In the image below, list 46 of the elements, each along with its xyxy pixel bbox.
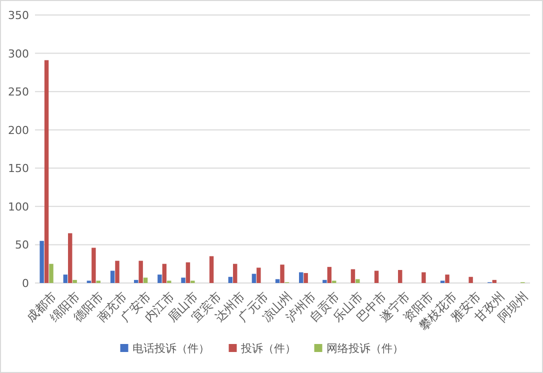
y-tick-label: 300 bbox=[8, 47, 29, 60]
bar bbox=[138, 260, 143, 283]
bar bbox=[256, 268, 261, 283]
bar bbox=[228, 276, 232, 283]
bar bbox=[158, 274, 162, 283]
bar bbox=[356, 279, 360, 283]
bar bbox=[68, 233, 72, 283]
bar bbox=[374, 270, 379, 283]
bar bbox=[275, 279, 280, 283]
bar bbox=[322, 280, 327, 283]
bar bbox=[327, 266, 332, 283]
bar bbox=[186, 262, 190, 283]
bar bbox=[299, 272, 304, 283]
bar bbox=[162, 264, 166, 283]
y-tick-label: 50 bbox=[15, 238, 29, 252]
bar bbox=[209, 256, 214, 283]
bar bbox=[445, 274, 450, 283]
bar bbox=[304, 273, 308, 283]
bar bbox=[40, 240, 44, 283]
bar bbox=[134, 280, 138, 283]
bar bbox=[115, 260, 120, 283]
bar bbox=[350, 269, 356, 283]
bar bbox=[468, 276, 473, 283]
bar bbox=[181, 278, 186, 283]
y-tick-label: 200 bbox=[8, 124, 29, 137]
bar bbox=[398, 270, 402, 283]
bar bbox=[280, 264, 284, 283]
bar bbox=[233, 264, 238, 283]
legend-label: 投诉（件） bbox=[240, 342, 296, 355]
bar bbox=[72, 280, 77, 283]
bar bbox=[49, 264, 54, 283]
y-tick-label: 0 bbox=[22, 277, 29, 290]
bar bbox=[252, 274, 256, 283]
y-tick-label: 150 bbox=[8, 162, 29, 176]
bar bbox=[422, 272, 426, 283]
y-tick-label: 100 bbox=[8, 200, 29, 214]
bar bbox=[63, 274, 68, 283]
bar bbox=[492, 280, 496, 283]
bar bbox=[143, 278, 148, 283]
y-tick-label: 250 bbox=[8, 86, 29, 99]
bar bbox=[110, 270, 115, 283]
bar bbox=[92, 248, 96, 283]
legend-label: 网络投诉（件） bbox=[326, 342, 404, 355]
legend-label: 电话投诉（件） bbox=[132, 342, 210, 355]
bar bbox=[44, 60, 49, 283]
y-tick-label: 350 bbox=[8, 9, 29, 22]
